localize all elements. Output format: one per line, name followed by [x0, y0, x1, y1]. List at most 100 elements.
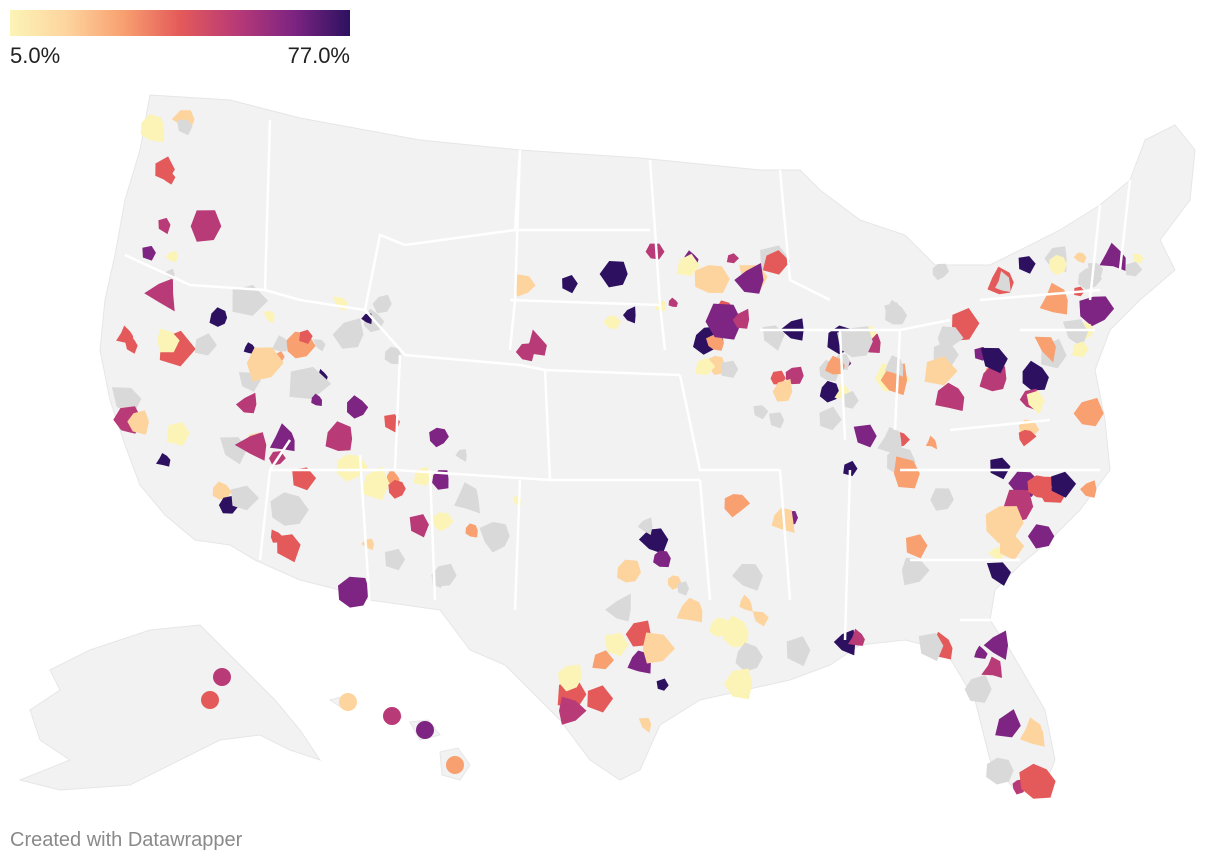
county-region [768, 412, 785, 429]
county-region [338, 576, 370, 608]
county-region [605, 593, 631, 622]
county-region [1018, 429, 1037, 447]
county-region [739, 594, 753, 612]
legend-max-label: 77.0% [287, 43, 350, 68]
county-region [924, 356, 958, 386]
county-region [645, 243, 665, 260]
county-region [1019, 763, 1056, 799]
county-region [432, 512, 454, 532]
county-region [734, 263, 764, 294]
county-region [142, 245, 156, 261]
county-region [124, 339, 138, 354]
county-region [974, 645, 988, 659]
county-region [166, 422, 190, 446]
county-region [156, 453, 171, 467]
choropleth-map [18, 94, 1196, 799]
county-region [562, 275, 578, 294]
county-region [722, 615, 749, 648]
county-region [732, 308, 750, 329]
county-region [930, 488, 954, 511]
county-region [246, 347, 284, 382]
county-region [213, 668, 231, 686]
county-region [388, 479, 406, 499]
county-region [623, 306, 636, 324]
county-region [877, 427, 902, 453]
county-region [925, 435, 938, 450]
color-legend: 5.0% 77.0% [10, 10, 350, 71]
state-border-lines [124, 119, 1132, 641]
county-region [1051, 471, 1077, 498]
county-region [642, 632, 675, 664]
county-region [299, 329, 313, 344]
county-region [1099, 242, 1126, 271]
county-region [894, 456, 920, 489]
county-region [234, 432, 267, 461]
county-region [918, 633, 944, 662]
county-region [127, 410, 149, 435]
land-outline [18, 94, 1196, 791]
county-region [1073, 397, 1104, 427]
county-region [848, 628, 865, 646]
state-borders [124, 119, 1132, 641]
county-region [723, 668, 753, 700]
county-region [1027, 475, 1052, 499]
county-region [656, 678, 669, 691]
county-region [604, 632, 629, 656]
county-region [833, 629, 856, 656]
county-region [384, 548, 406, 571]
county-region [409, 514, 429, 538]
county-region [668, 297, 678, 307]
legend-min-label: 5.0% [10, 43, 61, 68]
county-region [932, 263, 949, 281]
county-region [270, 492, 309, 526]
county-region [1049, 254, 1067, 275]
county-region [144, 278, 175, 312]
county-region [194, 333, 217, 356]
county-region [372, 294, 392, 314]
county-region [1126, 261, 1143, 277]
county-region [587, 685, 614, 713]
county-region [465, 523, 478, 538]
county-region [1022, 360, 1049, 391]
county-region [1072, 341, 1089, 358]
county-region [735, 642, 763, 672]
county-region [1026, 390, 1045, 415]
county-region [1039, 282, 1068, 315]
county-region [637, 517, 653, 535]
county-region [263, 311, 275, 324]
county-region [479, 521, 510, 553]
county-region [786, 636, 811, 667]
county-region [347, 395, 369, 419]
legend-gradient-bar [10, 10, 350, 36]
county-region [853, 424, 877, 448]
county-region [332, 318, 364, 349]
county-region [983, 630, 1008, 660]
county-region [842, 391, 859, 409]
county-region [1079, 296, 1115, 327]
county-region [1019, 717, 1045, 747]
county-region [726, 253, 739, 264]
county-region [676, 597, 703, 623]
county-region [843, 460, 858, 477]
county-region [209, 307, 228, 327]
county-region [272, 335, 289, 352]
county-region [384, 346, 402, 365]
county-region [446, 756, 464, 774]
county-region [514, 274, 536, 297]
county-region [964, 674, 992, 703]
county-region [325, 421, 353, 451]
county-region [292, 467, 317, 491]
county-region [770, 370, 786, 385]
county-region [339, 693, 357, 711]
county-region [653, 550, 671, 568]
county-region [432, 470, 449, 490]
county-region [990, 457, 1011, 480]
county-region [721, 360, 739, 378]
county-region [164, 250, 178, 263]
county-region [819, 406, 842, 431]
county-region [901, 557, 930, 586]
county-region [709, 617, 730, 637]
county-region [1027, 524, 1055, 549]
county-region [1132, 253, 1144, 264]
alaska-outline [18, 624, 322, 791]
